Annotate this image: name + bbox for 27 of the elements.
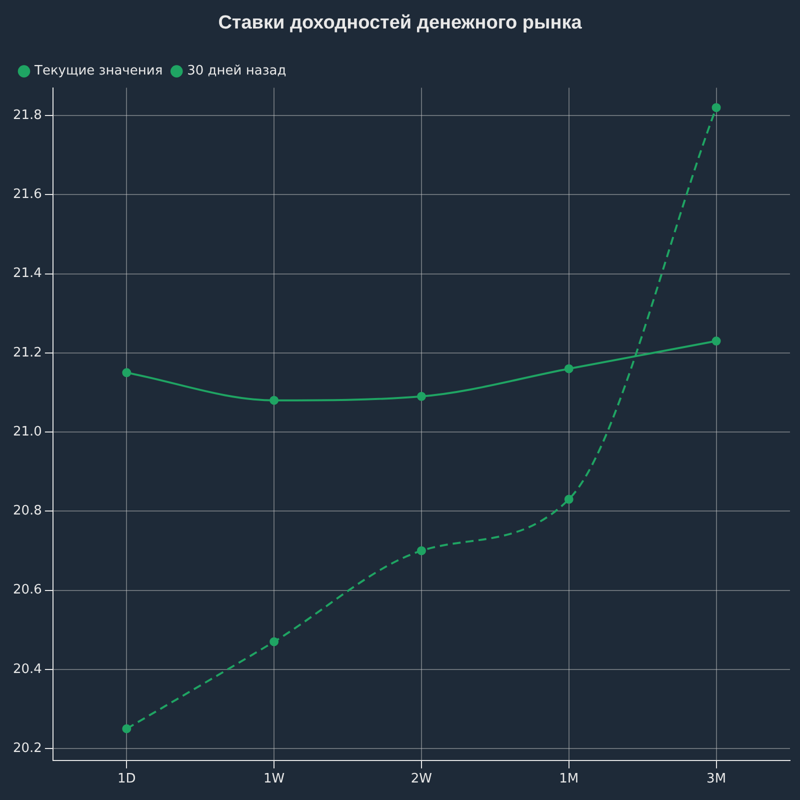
legend-label: 30 дней назад [187, 64, 286, 79]
x-tick-label: 1D [118, 772, 136, 787]
legend-label: Текущие значения [34, 64, 163, 79]
point [564, 364, 574, 374]
y-tick-label: 20.8 [12, 504, 42, 519]
y-tick-label: 21.2 [12, 345, 42, 360]
y-tick-label: 21.8 [12, 108, 42, 123]
point [122, 724, 132, 734]
x-tick-label: 1M [559, 772, 579, 787]
point [270, 637, 279, 646]
x-tick-label: 1W [264, 772, 285, 787]
y-tick-label: 21.0 [12, 424, 42, 440]
point [712, 103, 721, 112]
point [712, 336, 721, 346]
point [416, 392, 426, 401]
y-tick-label: 21.6 [12, 187, 42, 202]
y-tick-label: 20.2 [12, 740, 42, 756]
point [270, 396, 279, 405]
point [416, 546, 426, 556]
point [564, 494, 574, 504]
x-tick-label: 2W [410, 772, 432, 787]
y-tick-label: 21.4 [12, 266, 42, 282]
y-tick-label: 20.4 [12, 662, 42, 677]
chart-title: Ставки доходностей денежного рынка [218, 12, 582, 34]
y-tick-label: 20.6 [12, 582, 42, 598]
point [122, 368, 132, 378]
x-tick-label: 3M [706, 772, 726, 787]
